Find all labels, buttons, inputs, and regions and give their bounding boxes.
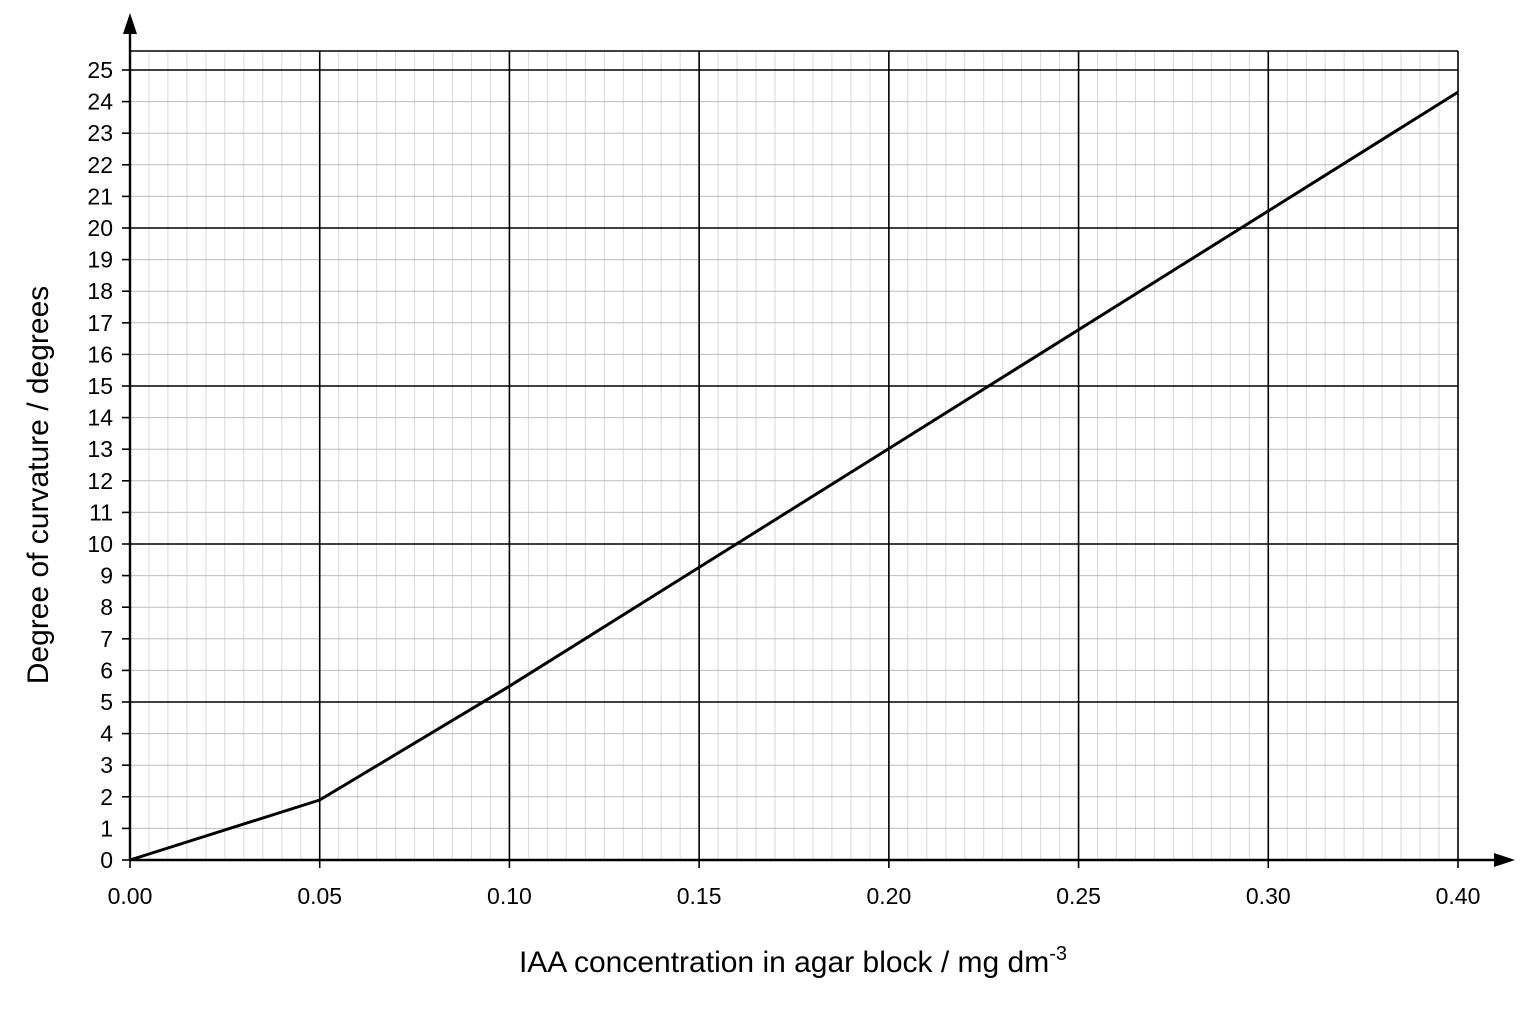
- series-layer: [129, 90, 1459, 862]
- y-axis-label: Degree of curvature / degrees: [22, 286, 55, 685]
- x-tick-label: 0.00: [108, 883, 153, 909]
- y-tick-label: 11: [89, 499, 113, 525]
- y-tick-label: 24: [87, 89, 113, 115]
- y-tick-label: 22: [87, 152, 113, 178]
- tick-labels: 0123456789101112131415161718192021222324…: [87, 57, 1480, 909]
- x-tick-label: 0.20: [866, 883, 911, 909]
- y-tick-label: 15: [87, 373, 113, 399]
- y-tick-label: 17: [87, 310, 113, 336]
- y-tick-label: 1: [100, 815, 113, 841]
- major-grid: [130, 50, 1459, 860]
- minor-grid: [129, 51, 1459, 861]
- series-line: [129, 90, 1459, 862]
- x-tick-label: 0.10: [487, 883, 532, 909]
- y-tick-label: 10: [87, 531, 113, 557]
- y-tick-label: 2: [100, 784, 113, 810]
- x-tick-label: 0.25: [1056, 883, 1101, 909]
- axes: [123, 13, 1515, 867]
- x-tick-label: 0.40: [1436, 883, 1481, 909]
- x-axis-label-text: IAA concentration in agar block / mg dm: [519, 946, 1049, 979]
- x-tick-label: 0.05: [297, 883, 342, 909]
- y-tick-label: 13: [87, 436, 113, 462]
- y-tick-label: 0: [100, 847, 113, 873]
- x-axis-label: IAA concentration in agar block / mg dm-…: [519, 943, 1067, 979]
- y-tick-label: 7: [100, 626, 113, 652]
- x-axis-label-superscript: -3: [1049, 943, 1067, 965]
- y-tick-label: 19: [87, 247, 113, 273]
- y-tick-label: 21: [87, 183, 113, 209]
- x-axis-arrow-icon: [1494, 853, 1515, 867]
- y-tick-label: 23: [87, 120, 113, 146]
- y-tick-label: 3: [100, 752, 113, 778]
- y-tick-label: 16: [87, 341, 113, 367]
- y-tick-label: 14: [87, 405, 113, 431]
- y-tick-label: 20: [87, 215, 113, 241]
- y-axis-arrow-icon: [123, 13, 137, 34]
- x-tick-label: 0.30: [1246, 883, 1291, 909]
- y-tick-label: 12: [87, 468, 113, 494]
- x-tick-label: 0.15: [677, 883, 722, 909]
- y-tick-label: 8: [100, 594, 113, 620]
- y-tick-label: 18: [87, 278, 113, 304]
- y-tick-label: 5: [100, 689, 113, 715]
- y-tick-label: 25: [87, 57, 113, 83]
- y-tick-label: 6: [100, 657, 113, 683]
- y-tick-label: 9: [100, 563, 113, 589]
- y-tick-label: 4: [100, 721, 113, 747]
